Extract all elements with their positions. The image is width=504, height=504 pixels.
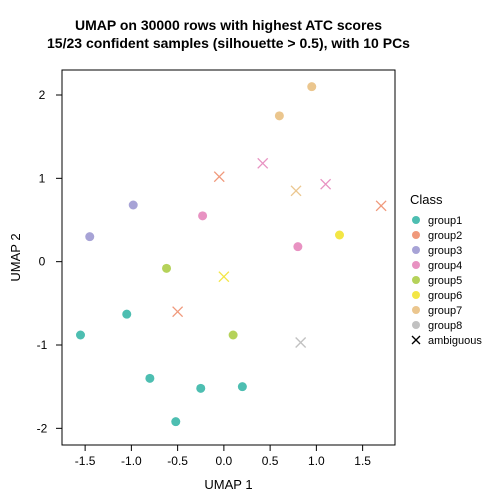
chart-title-line2: 15/23 confident samples (silhouette > 0.… — [47, 35, 410, 51]
data-point — [238, 382, 247, 391]
x-tick-label: -1.0 — [121, 454, 142, 468]
legend-label: group8 — [428, 320, 462, 332]
data-point — [171, 417, 180, 426]
legend-marker — [412, 246, 420, 254]
data-point — [85, 232, 94, 241]
y-tick-label: -1 — [37, 338, 48, 352]
legend-title: Class — [410, 192, 443, 207]
x-tick-label: 0.5 — [262, 454, 279, 468]
data-point — [229, 331, 238, 340]
y-tick-label: -2 — [37, 421, 48, 435]
data-point — [335, 231, 344, 240]
data-point — [162, 264, 171, 273]
y-tick-label: 2 — [39, 88, 46, 102]
data-point — [198, 211, 207, 220]
legend-label: group4 — [428, 260, 462, 272]
legend-label: ambiguous — [428, 335, 482, 347]
legend-marker — [412, 321, 420, 329]
y-tick-label: 0 — [39, 255, 46, 269]
data-point — [76, 331, 85, 340]
legend-marker — [412, 291, 420, 299]
legend-marker — [412, 306, 420, 314]
legend-label: group6 — [428, 290, 462, 302]
x-tick-label: 1.0 — [308, 454, 325, 468]
x-tick-label: 1.5 — [354, 454, 371, 468]
legend-label: group3 — [428, 245, 462, 257]
data-point — [129, 201, 138, 210]
y-tick-label: 1 — [39, 171, 46, 185]
x-axis-label: UMAP 1 — [204, 477, 252, 492]
legend-label: group1 — [428, 215, 462, 227]
legend-marker — [412, 231, 420, 239]
y-axis-label: UMAP 2 — [8, 233, 23, 281]
legend-marker — [412, 276, 420, 284]
x-tick-label: -1.5 — [75, 454, 96, 468]
data-point — [307, 82, 316, 91]
legend-marker — [412, 261, 420, 269]
x-tick-label: -0.5 — [167, 454, 188, 468]
umap-scatter-chart: -1.5 -1.0 -0.5 0.0 0.5 1.0 1.5 -2 -1 0 1 2 UMAP 1 UMA… — [0, 0, 504, 504]
legend-label: group2 — [428, 230, 462, 242]
x-tick-label: 0.0 — [216, 454, 233, 468]
legend-label: group5 — [428, 275, 462, 287]
data-point — [196, 384, 205, 393]
data-point — [275, 111, 284, 120]
legend-marker — [412, 216, 420, 224]
legend-label: group7 — [428, 305, 462, 317]
chart-title-line1: UMAP on 30000 rows with highest ATC scor… — [75, 17, 382, 33]
data-point — [122, 310, 131, 319]
data-point — [293, 242, 302, 251]
data-point — [145, 374, 154, 383]
